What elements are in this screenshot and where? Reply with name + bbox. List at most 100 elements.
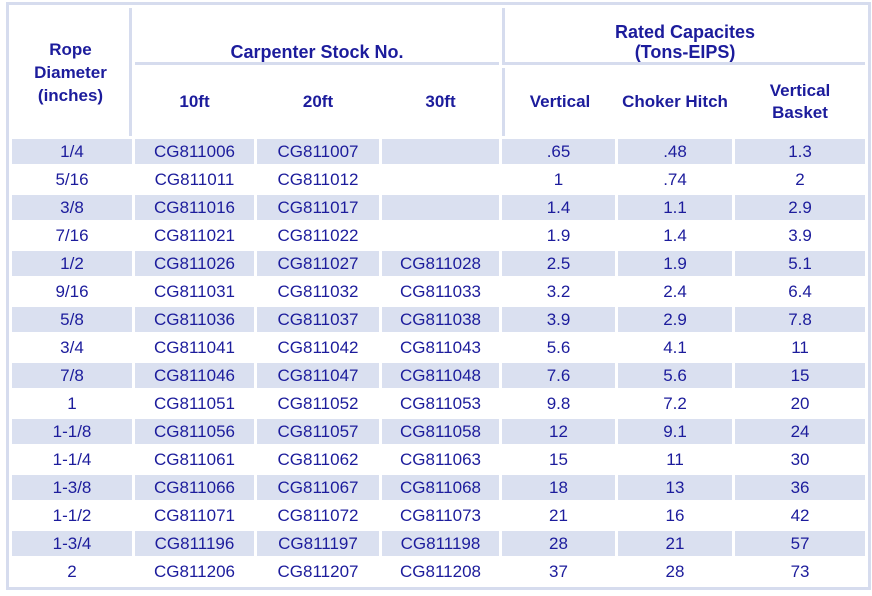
choker-hitch-cell: 13 bbox=[618, 475, 733, 500]
stock-20ft-cell: CG811052 bbox=[257, 391, 379, 416]
vertical-capacity-cell: 1.9 bbox=[502, 223, 616, 248]
vertical-capacity-cell: 18 bbox=[502, 475, 616, 500]
vertical-capacity-cell: 37 bbox=[502, 559, 616, 584]
table-row: 2 CG811206 CG811207 CG811208 37 28 73 bbox=[12, 559, 866, 584]
vertical-basket-cell: 30 bbox=[735, 447, 866, 472]
rope-diameter-cell: 1-3/8 bbox=[12, 475, 132, 500]
table-header: Rope Diameter (inches) Carpenter Stock N… bbox=[12, 8, 866, 136]
stock-30ft-cell: CG811198 bbox=[382, 531, 500, 556]
stock-20ft-cell: CG811022 bbox=[257, 223, 379, 248]
stock-10ft-cell: CG811016 bbox=[135, 195, 254, 220]
stock-20ft-cell: CG811037 bbox=[257, 307, 379, 332]
table-row: 1-1/4 CG811061 CG811062 CG811063 15 11 30 bbox=[12, 447, 866, 472]
table-row: 9/16 CG811031 CG811032 CG811033 3.2 2.4 6.4 bbox=[12, 279, 866, 304]
vertical-basket-cell: 11 bbox=[735, 335, 866, 360]
stock-10ft-header: 10ft bbox=[179, 92, 210, 111]
vertical-basket-cell: 2 bbox=[735, 167, 866, 192]
vertical-capacity-cell: 5.6 bbox=[502, 335, 616, 360]
stock-10ft-cell: CG811051 bbox=[135, 391, 254, 416]
stock-10ft-cell: CG811011 bbox=[135, 167, 254, 192]
stock-10ft-cell: CG811046 bbox=[135, 363, 254, 388]
vertical-capacity-cell: 2.5 bbox=[502, 251, 616, 276]
stock-30ft-cell: CG811073 bbox=[382, 503, 500, 528]
choker-hitch-cell: 21 bbox=[618, 531, 733, 556]
stock-10ft-cell: CG811026 bbox=[135, 251, 254, 276]
rope-diameter-cell: 1-3/4 bbox=[12, 531, 132, 556]
vertical-capacity-header: Vertical bbox=[502, 68, 615, 136]
stock-10ft-cell: CG811056 bbox=[135, 419, 254, 444]
stock-30ft-cell: CG811043 bbox=[382, 335, 500, 360]
group-header-row: Rope Diameter (inches) Carpenter Stock N… bbox=[12, 8, 866, 136]
table-row: 7/16 CG811021 CG811022 1.9 1.4 3.9 bbox=[12, 223, 866, 248]
rope-diameter-cell: 5/16 bbox=[12, 167, 132, 192]
rope-diameter-cell: 1 bbox=[12, 391, 132, 416]
stock-10ft-cell: CG811196 bbox=[135, 531, 254, 556]
vertical-basket-cell: 73 bbox=[735, 559, 866, 584]
choker-hitch-cell: 1.1 bbox=[618, 195, 733, 220]
stock-30ft-cell bbox=[382, 167, 500, 192]
rope-diameter-cell: 7/16 bbox=[12, 223, 132, 248]
choker-hitch-cell: 2.4 bbox=[618, 279, 733, 304]
stock-20ft-cell: CG811047 bbox=[257, 363, 379, 388]
vertical-basket-cell: 15 bbox=[735, 363, 866, 388]
stock-10ft-cell: CG811031 bbox=[135, 279, 254, 304]
stock-30ft-cell bbox=[382, 139, 500, 164]
stock-30ft-cell: CG811053 bbox=[382, 391, 500, 416]
choker-hitch-cell: 5.6 bbox=[618, 363, 733, 388]
vertical-capacity-cell: 3.9 bbox=[502, 307, 616, 332]
stock-10ft-cell: CG811041 bbox=[135, 335, 254, 360]
rope-diameter-cell: 7/8 bbox=[12, 363, 132, 388]
rope-diameter-cell: 3/8 bbox=[12, 195, 132, 220]
table-row: 1-1/2 CG811071 CG811072 CG811073 21 16 42 bbox=[12, 503, 866, 528]
stock-30ft-cell: CG811068 bbox=[382, 475, 500, 500]
vertical-capacity-cell: 7.6 bbox=[502, 363, 616, 388]
stock-30ft-cell bbox=[382, 223, 500, 248]
table-row: 1/2 CG811026 CG811027 CG811028 2.5 1.9 5.1 bbox=[12, 251, 866, 276]
table-row: 3/8 CG811016 CG811017 1.4 1.1 2.9 bbox=[12, 195, 866, 220]
table-body: 1/4 CG811006 CG811007 .65.48 1.3 5/16 CG811011… bbox=[12, 139, 866, 584]
rope-diameter-cell: 3/4 bbox=[12, 335, 132, 360]
choker-hitch-cell: 16 bbox=[618, 503, 733, 528]
stock-10ft-cell: CG811066 bbox=[135, 475, 254, 500]
stock-20ft-header: 20ft bbox=[302, 92, 334, 111]
choker-hitch-cell: 9.1 bbox=[618, 419, 733, 444]
stock-10ft-cell: CG811071 bbox=[135, 503, 254, 528]
choker-hitch-cell: 11 bbox=[618, 447, 733, 472]
choker-hitch-cell: 1.9 bbox=[618, 251, 733, 276]
stock-20ft-cell: CG811197 bbox=[257, 531, 379, 556]
stock-30ft-header: 30ft bbox=[425, 92, 456, 111]
vertical-capacity-cell: 1 bbox=[502, 167, 616, 192]
vertical-basket-cell: 6.4 bbox=[735, 279, 866, 304]
rope-diameter-cell: 1-1/2 bbox=[12, 503, 132, 528]
stock-30ft-cell: CG811208 bbox=[382, 559, 500, 584]
vertical-basket-cell: 57 bbox=[735, 531, 866, 556]
stock-20ft-cell: CG811007 bbox=[257, 139, 379, 164]
vertical-capacity-cell: 9.8 bbox=[502, 391, 616, 416]
table-row: 5/16 CG811011 CG811012 1.74 2 bbox=[12, 167, 866, 192]
vertical-basket-cell: 3.9 bbox=[735, 223, 866, 248]
stock-30ft-cell bbox=[382, 195, 500, 220]
table-row: 1 CG811051 CG811052 CG811053 9.8 7.2 20 bbox=[12, 391, 866, 416]
stock-10ft-cell: CG811006 bbox=[135, 139, 254, 164]
stock-30ft-cell: CG811038 bbox=[382, 307, 500, 332]
choker-hitch-cell: 7.2 bbox=[618, 391, 733, 416]
stock-30ft-cell: CG811058 bbox=[382, 419, 500, 444]
stock-20ft-cell: CG811032 bbox=[257, 279, 379, 304]
choker-hitch-cell: .48 bbox=[618, 139, 733, 164]
rope-diameter-header: Rope Diameter (inches) bbox=[12, 8, 132, 136]
choker-hitch-cell: 28 bbox=[618, 559, 733, 584]
vertical-basket-cell: 24 bbox=[735, 419, 866, 444]
stock-10ft-cell: CG811021 bbox=[135, 223, 254, 248]
rope-sling-capacity-table: Rope Diameter (inches) Carpenter Stock N… bbox=[6, 2, 872, 590]
stock-20ft-cell: CG811027 bbox=[257, 251, 379, 276]
stock-20ft-cell: CG811207 bbox=[257, 559, 379, 584]
vertical-basket-cell: 7.8 bbox=[735, 307, 866, 332]
carpenter-stock-group-header: Carpenter Stock No. bbox=[135, 8, 500, 65]
vertical-basket-cell: 20 bbox=[735, 391, 866, 416]
stock-30ft-cell: CG811063 bbox=[382, 447, 500, 472]
stock-20ft-cell: CG811017 bbox=[257, 195, 379, 220]
vertical-basket-cell: 2.9 bbox=[735, 195, 866, 220]
sub-header-row: 10ft 20ft 30ft Vertical Choker Hitch Ver… bbox=[12, 68, 865, 136]
choker-hitch-cell: 4.1 bbox=[618, 335, 733, 360]
